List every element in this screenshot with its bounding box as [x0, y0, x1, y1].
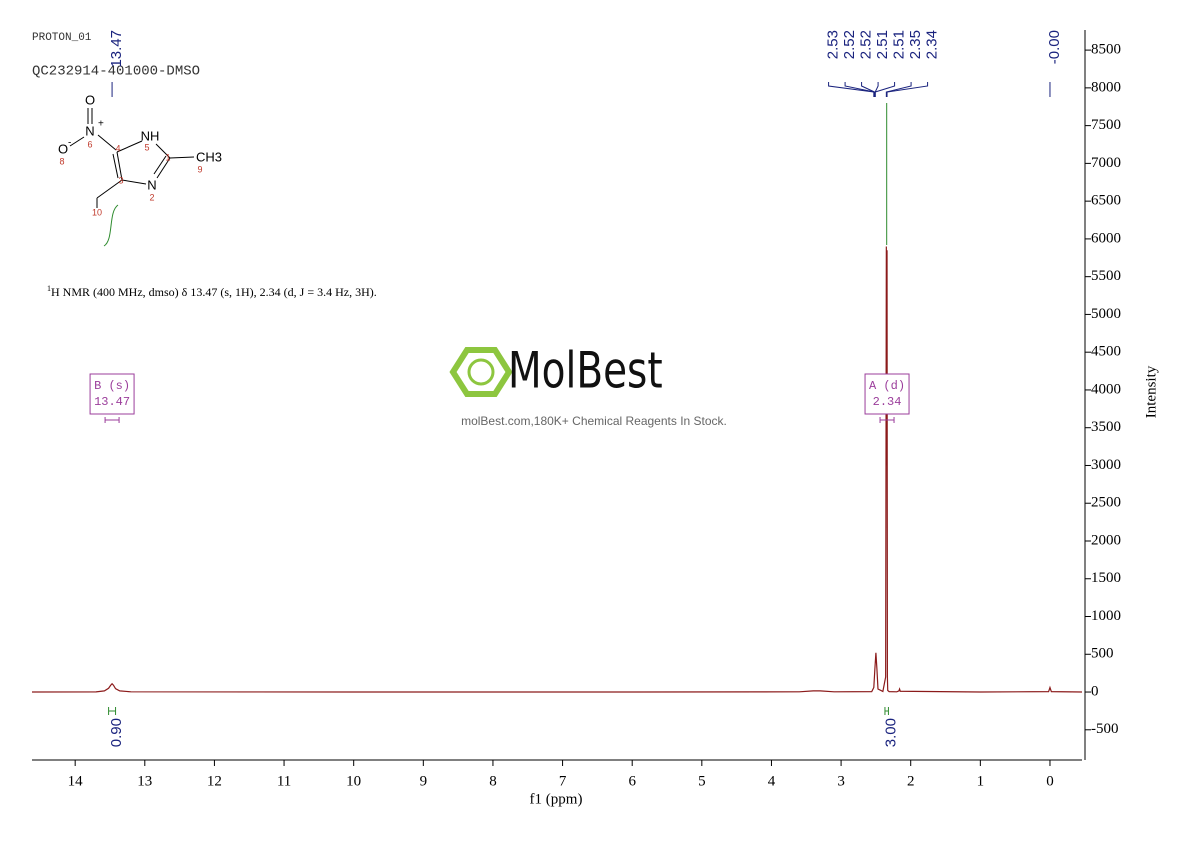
peak-label: 2.51	[891, 30, 908, 59]
y-tick-label: 8000	[1091, 79, 1121, 95]
atom-number: 2	[149, 192, 154, 202]
x-tick-label: 3	[837, 773, 845, 789]
atom-label: NH	[141, 128, 160, 143]
atom-label: O	[58, 141, 68, 156]
x-tick-label: 0	[1046, 773, 1054, 789]
x-tick-label: 10	[346, 773, 361, 789]
x-tick-label: 12	[207, 773, 222, 789]
peak-label: 2.51	[874, 30, 891, 59]
watermark-tagline: molBest.com,180K+ Chemical Reagents In S…	[461, 414, 727, 428]
peak-connector	[828, 82, 875, 97]
atom-number: 6	[87, 139, 92, 149]
x-tick-label: 5	[698, 773, 706, 789]
y-tick-label: 8500	[1091, 42, 1121, 58]
y-tick-label: 2000	[1091, 532, 1121, 548]
multiplet-box	[864, 373, 910, 415]
multiplet-name: B (s)	[94, 379, 130, 393]
watermark-brand: MolBest	[508, 341, 663, 400]
y-tick-label: -500	[1091, 721, 1119, 737]
x-tick-label: 11	[277, 773, 291, 789]
y-tick-label: 6500	[1091, 193, 1121, 209]
peak-label: 2.52	[841, 30, 858, 59]
atom-label: CH3	[196, 149, 222, 164]
peak-connector	[885, 82, 912, 97]
superscript: 1	[47, 284, 51, 293]
atom-label: N	[85, 123, 94, 138]
peak-label: 2.53	[825, 30, 842, 59]
integral-bracket	[108, 707, 117, 715]
atom-charge: -	[68, 138, 71, 149]
nmr-description: 1H NMR (400 MHz, dmso) δ 13.47 (s, 1H), …	[47, 284, 377, 299]
peak-label: 2.35	[907, 30, 924, 59]
integral-label: 0.90	[108, 718, 125, 747]
integral-bracket	[884, 707, 889, 715]
x-tick-label: 8	[489, 773, 497, 789]
y-tick-label: 3000	[1091, 457, 1121, 473]
atom-number: 4	[115, 143, 120, 153]
y-tick-label: 6000	[1091, 230, 1121, 246]
x-tick-label: 4	[768, 773, 776, 789]
x-tick-label: 14	[68, 773, 84, 789]
peak-connector	[886, 82, 929, 97]
x-tick-label: 13	[137, 773, 152, 789]
header-line: PROTON_01	[32, 32, 92, 44]
y-tick-label: 1500	[1091, 570, 1121, 586]
x-tick-label: 1	[977, 773, 985, 789]
multiplet-shift: 13.47	[94, 395, 130, 409]
peak-connector	[874, 82, 896, 97]
atom-number: 9	[197, 164, 202, 174]
y-axis-label: Intensity	[1143, 365, 1159, 418]
y-tick-label: 5000	[1091, 306, 1121, 322]
peak-label: 2.34	[924, 30, 941, 59]
x-tick-label: 2	[907, 773, 915, 789]
y-tick-label: 7000	[1091, 155, 1121, 171]
spectrum-line	[31, 246, 1083, 693]
header-line: QC232914-401000-DMSO	[32, 64, 200, 80]
x-tick-label: 7	[559, 773, 567, 789]
multiplet-shift: 2.34	[873, 395, 902, 409]
peak-label: 2.52	[858, 30, 875, 59]
watermark-logo: MolBest	[449, 341, 663, 400]
multiplet-bracket	[104, 417, 120, 423]
peak-connector	[861, 82, 876, 97]
y-tick-label: 500	[1091, 646, 1114, 662]
atom-number: 1	[165, 152, 170, 162]
peak-label: -0.00	[1046, 30, 1063, 64]
y-tick-label: 4500	[1091, 344, 1121, 360]
x-tick-label: 9	[420, 773, 428, 789]
atom-label: O	[85, 92, 95, 107]
multiplet-name: A (d)	[869, 379, 905, 393]
multiplet-bracket	[879, 417, 895, 423]
atom-number: 10	[92, 207, 102, 217]
atom-label: N	[147, 177, 156, 192]
x-axis-label: f1 (ppm)	[530, 791, 583, 807]
y-tick-label: 1000	[1091, 608, 1121, 624]
y-tick-label: 5500	[1091, 268, 1121, 284]
peak-label: 13.47	[108, 30, 125, 68]
atom-number: 3	[118, 175, 123, 185]
molecule	[69, 108, 195, 247]
x-tick-label: 6	[628, 773, 636, 789]
y-tick-label: 3500	[1091, 419, 1121, 435]
multiplet-box	[89, 373, 135, 415]
y-tick-label: 7500	[1091, 117, 1121, 133]
atom-number: 5	[144, 142, 149, 152]
description-text: H NMR (400 MHz, dmso) δ 13.47 (s, 1H), 2…	[51, 285, 377, 299]
atom-charge: +	[98, 119, 104, 130]
integral-label: 3.00	[883, 718, 900, 747]
y-tick-label: 4000	[1091, 381, 1121, 397]
y-tick-label: 0	[1091, 683, 1099, 699]
atom-number: 8	[59, 156, 64, 166]
y-tick-label: 2500	[1091, 495, 1121, 511]
